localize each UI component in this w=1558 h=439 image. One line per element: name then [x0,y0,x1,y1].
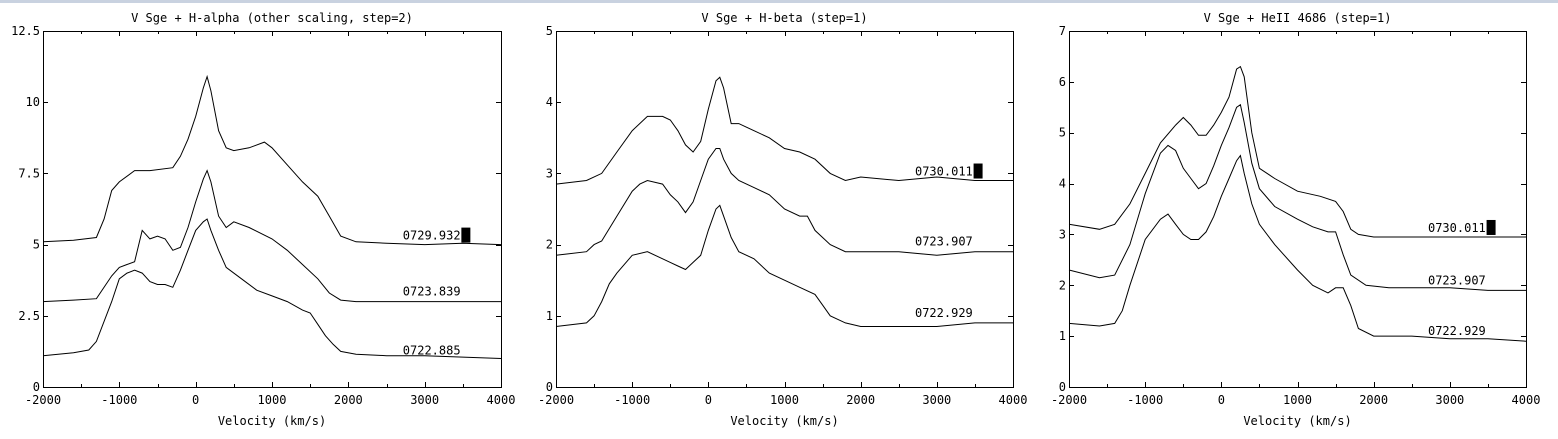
cursor-block [1486,219,1496,235]
top-border [0,0,1558,3]
y-tick-label: 3 [1059,227,1066,241]
y-tick-label: 5 [1059,126,1066,140]
y-tick-label: 12.5 [11,24,40,38]
x-tick-label: -2000 [25,393,61,407]
y-tick-label: 4 [546,95,553,109]
y-tick-label: 4 [1059,177,1066,191]
series-line-2 [1068,103,1526,291]
x-tick-label: 2000 [1359,393,1388,407]
series-line-3 [555,204,1013,327]
y-tick-label: 7.5 [18,166,40,180]
chart-panel-2: V Sge + H-beta (step=1)-2000 -1000 0 1000 20… [538,11,1028,428]
y-tick-label: 1 [546,309,553,323]
series-label: 0723.907 [915,235,973,249]
series-label: 0722.929 [915,306,973,320]
cursor-block [973,163,983,179]
chart-title: V Sge + HeII 4686 (step=1) [1204,11,1392,25]
series-label: 0729.932 [403,229,461,243]
y-tick-label: 7 [1059,24,1066,38]
x-tick-label: 4000 [999,393,1028,407]
series-label: 0730.011 [915,165,973,179]
x-axis-label: Velocity (km/s) [730,414,838,428]
series-label: 0722.885 [403,344,461,358]
chart-panel-3: V Sge + HeII 4686 (step=1)-2000 -1000 0 100… [1051,11,1541,428]
x-tick-label: -1000 [1127,393,1163,407]
x-tick-label: 4000 [1512,393,1541,407]
x-tick-label: 3000 [922,393,951,407]
y-tick-label: 5 [546,24,553,38]
cursor-block [461,227,471,243]
series-line-3 [42,218,502,359]
x-tick-label: -1000 [101,393,137,407]
y-tick-label: 0 [1059,380,1066,394]
x-tick-label: 0 [705,393,712,407]
series-label: 0730.011 [1428,221,1486,235]
series-label: 0722.929 [1428,324,1486,338]
series-label: 0723.839 [403,285,461,299]
y-tick-label: 2 [1059,278,1066,292]
series-label: 0723.907 [1428,273,1486,287]
y-tick-label: 10 [26,95,40,109]
series-line-1 [555,76,1013,185]
x-tick-label: 4000 [487,393,516,407]
x-tick-label: 1000 [770,393,799,407]
x-tick-label: -2000 [538,393,574,407]
chart-panel-1: V Sge + H-alpha (other scaling, step=2) -… [11,11,515,428]
x-tick-label: 1000 [258,393,287,407]
series-line-1 [42,74,502,246]
x-tick-label: 2000 [846,393,875,407]
x-tick-label: 0 [1218,393,1225,407]
y-tick-label: 3 [546,166,553,180]
y-tick-label: 0 [33,380,40,394]
plot-frame [43,31,502,388]
x-tick-label: 3000 [410,393,439,407]
y-tick-label: 1 [1059,329,1066,343]
x-tick-label: 2000 [334,393,363,407]
series-line-2 [42,169,501,303]
y-tick-label: 2 [546,238,553,252]
series-line-3 [1068,154,1527,342]
x-axis-label: Velocity (km/s) [1243,414,1351,428]
y-tick-label: 2.5 [18,309,40,323]
chart-title: V Sge + H-beta (step=1) [701,11,867,25]
y-tick-label: 0 [546,380,553,394]
x-tick-label: 0 [192,393,199,407]
x-tick-label: -1000 [614,393,650,407]
y-tick-label: 6 [1059,75,1066,89]
x-tick-label: 1000 [1283,393,1312,407]
x-tick-label: 3000 [1435,393,1464,407]
series-line-2 [555,148,1013,256]
series-line-1 [1068,65,1526,238]
x-axis-label: Velocity (km/s) [218,414,326,428]
y-tick-label: 5 [33,238,40,252]
x-tick-label: -2000 [1051,393,1087,407]
chart-title: V Sge + H-alpha (other scaling, step=2) [131,11,413,25]
